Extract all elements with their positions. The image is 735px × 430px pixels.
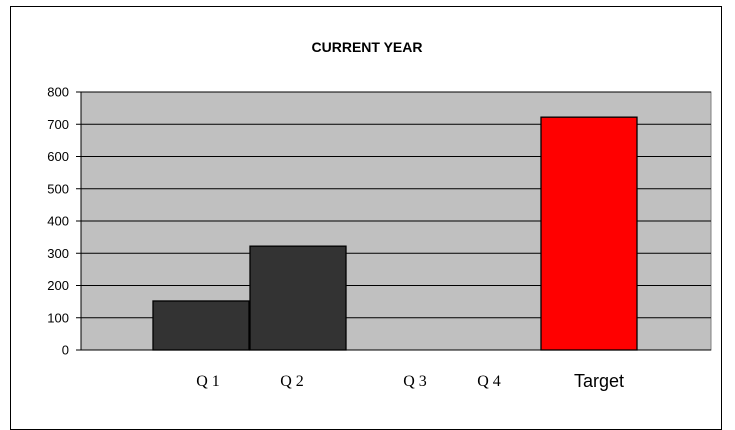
x-category-label: Q 3 [403,373,427,390]
y-tick-label: 600 [47,149,69,164]
bar-q1 [152,300,250,351]
y-tick-label: 0 [62,343,69,358]
y-tick-label: 200 [47,278,69,293]
bar-q2 [249,245,347,351]
bar-target [540,116,638,351]
chart-title: CURRENT YEAR [311,39,423,55]
x-category-label: Q 2 [280,373,304,390]
x-category-label: Q 4 [477,373,501,390]
y-tick-label: 300 [47,246,69,261]
y-tick-label: 800 [47,85,69,100]
x-category-label: Q 1 [196,373,220,390]
y-tick-label: 400 [47,214,69,229]
y-tick-label: 100 [47,310,69,325]
y-tick-label: 700 [47,117,69,132]
y-tick-label: 500 [47,181,69,196]
x-category-label: Target [574,371,624,391]
